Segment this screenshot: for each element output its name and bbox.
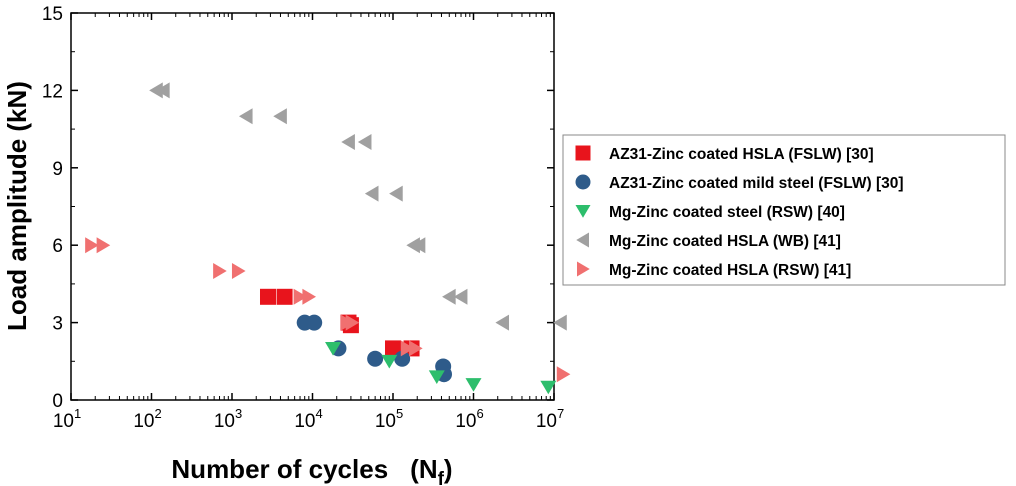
data-point xyxy=(325,342,342,356)
legend-item: Mg-Zinc coated HSLA (RSW) [41] xyxy=(577,261,851,279)
data-point xyxy=(96,237,111,254)
x-tick-label: 102 xyxy=(133,406,161,432)
data-point xyxy=(556,366,571,383)
y-axis-title: Load amplitude (kN) xyxy=(2,81,32,331)
data-point xyxy=(149,82,163,99)
data-points xyxy=(85,82,571,395)
legend-marker xyxy=(575,205,591,218)
x-tick-label: 101 xyxy=(53,406,81,432)
x-tick-label: 106 xyxy=(455,406,483,432)
data-point xyxy=(341,134,355,150)
data-point xyxy=(385,340,401,357)
legend-item: Mg-Zinc coated HSLA (WB) [41] xyxy=(576,232,841,250)
x-axis-title-symbol: (N xyxy=(410,454,437,484)
legend-item: AZ31-Zinc coated mild steel (FSLW) [30] xyxy=(575,174,904,192)
data-point xyxy=(231,263,246,279)
y-tick-label: 15 xyxy=(42,4,63,25)
legend: AZ31-Zinc coated HSLA (FSLW) [30] AZ31-Zi… xyxy=(562,134,1006,286)
y-tick-label: 0 xyxy=(52,391,63,412)
data-point xyxy=(411,237,426,254)
x-tick-label: 103 xyxy=(214,406,242,432)
y-tick-label: 12 xyxy=(42,81,63,102)
legend-box xyxy=(562,134,1006,286)
data-point xyxy=(367,350,384,367)
x-axis-title-close: ) xyxy=(444,454,453,484)
legend-items: AZ31-Zinc coated HSLA (FSLW) [30] AZ31-Zi… xyxy=(575,145,904,279)
legend-label: Mg-Zinc coated HSLA (RSW) [41] xyxy=(609,262,851,279)
legend-marker xyxy=(577,261,590,277)
data-point xyxy=(428,370,445,384)
data-point xyxy=(213,263,227,279)
legend-marker xyxy=(576,232,589,248)
data-point xyxy=(553,314,567,331)
y-tick-label: 6 xyxy=(52,236,63,257)
legend-label: Mg-Zinc coated steel (RSW) [40] xyxy=(609,204,845,221)
data-point xyxy=(273,108,287,125)
legend-label: AZ31-Zinc coated HSLA (FSLW) [30] xyxy=(609,146,874,163)
data-point xyxy=(238,108,253,125)
data-point xyxy=(345,314,360,331)
data-point xyxy=(381,354,398,369)
data-point xyxy=(409,340,423,357)
data-point xyxy=(389,185,403,202)
x-axis-title: Number of cycles (Nf) xyxy=(171,454,452,486)
legend-item: AZ31-Zinc coated HSLA (FSLW) [30] xyxy=(575,145,874,163)
data-point xyxy=(156,82,170,99)
data-point xyxy=(364,185,379,202)
x-axis-title-text: Number of cycles xyxy=(171,454,388,484)
y-tick-label: 9 xyxy=(52,159,63,180)
x-tick-label: 105 xyxy=(375,406,403,432)
data-point xyxy=(293,288,308,305)
x-tick-label: 104 xyxy=(294,406,322,432)
x-tick-label: 107 xyxy=(536,406,564,432)
data-point xyxy=(495,314,510,331)
y-tick-label: 3 xyxy=(52,314,63,335)
data-point xyxy=(259,288,276,305)
data-point xyxy=(357,134,372,150)
data-point xyxy=(453,288,468,305)
x-axis: 101 102 103 104 105 106 107 xyxy=(53,13,564,432)
y-axis: 0 3 6 9 12 15 xyxy=(42,4,554,412)
legend-item: Mg-Zinc coated steel (RSW) [40] xyxy=(575,204,845,221)
data-point xyxy=(540,380,557,395)
x-axis-title-subscript: f xyxy=(438,469,445,486)
legend-label: Mg-Zinc coated HSLA (WB) [41] xyxy=(609,233,841,250)
data-point xyxy=(306,314,323,331)
data-point xyxy=(400,340,415,357)
data-point xyxy=(302,288,317,305)
data-point xyxy=(465,378,482,392)
data-point xyxy=(276,288,293,305)
plot-frame xyxy=(70,12,555,401)
legend-label: AZ31-Zinc coated mild steel (FSLW) [30] xyxy=(609,175,904,192)
legend-marker xyxy=(575,174,591,190)
legend-marker xyxy=(575,145,591,161)
data-point xyxy=(394,350,411,367)
data-point xyxy=(85,237,99,254)
data-point xyxy=(442,288,456,305)
